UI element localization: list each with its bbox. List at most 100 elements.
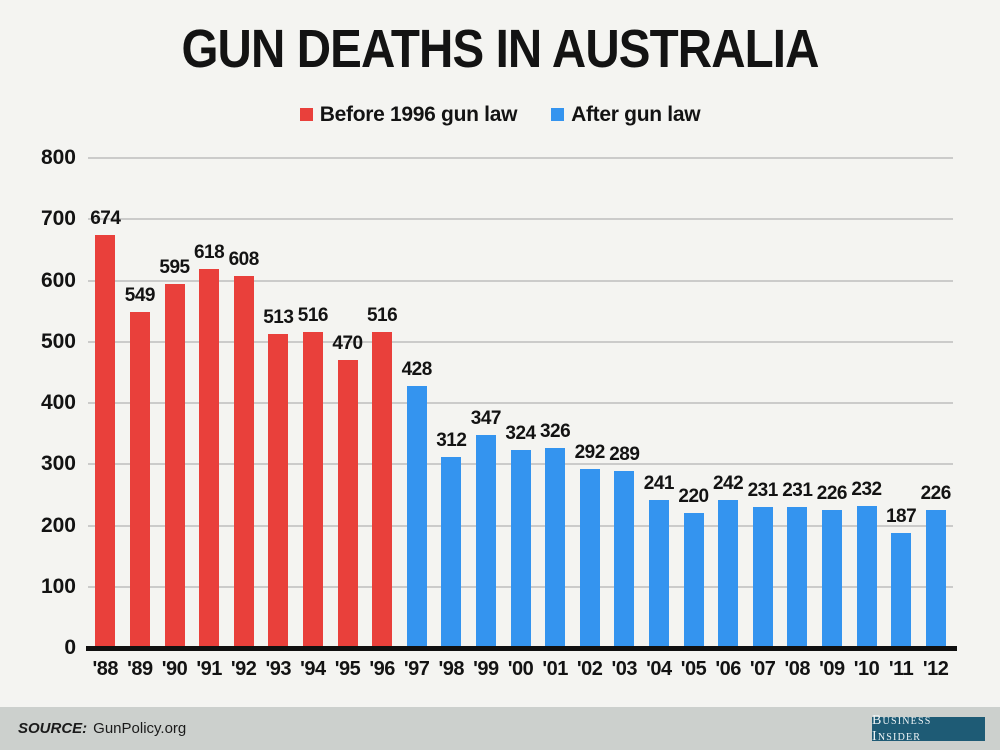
legend-item-after: After gun law — [551, 103, 701, 127]
bar-value-label: 516 — [366, 304, 398, 326]
gridline — [88, 402, 953, 404]
bar-value-label: 289 — [609, 443, 640, 465]
bar-value-label: 324 — [505, 422, 536, 444]
chart-title: GUN DEATHS IN AUSTRALIA — [181, 19, 819, 79]
bar — [891, 533, 912, 648]
legend-swatch-0 — [299, 107, 313, 121]
x-tick-label: '04 — [646, 658, 672, 680]
bar — [302, 331, 323, 648]
legend-item-before: Before 1996 gun law — [299, 103, 518, 127]
legend-label-before: Before 1996 gun law — [319, 103, 518, 126]
x-tick-label: '89 — [127, 658, 153, 680]
y-tick-label: 700 — [40, 207, 76, 231]
bar — [648, 500, 669, 648]
x-tick-label: '90 — [161, 658, 188, 680]
x-axis-baseline — [86, 646, 957, 651]
x-tick-label: '95 — [334, 658, 361, 680]
bar-value-label: 226 — [816, 482, 848, 504]
x-tick-label: '05 — [680, 658, 707, 680]
legend-swatch-1 — [551, 107, 565, 121]
bar-value-label: 428 — [401, 358, 433, 380]
bar-value-label: 326 — [539, 421, 571, 443]
x-tick-label: '07 — [749, 658, 776, 680]
bar-value-label: 618 — [193, 242, 225, 264]
legend-label-after: After gun law — [571, 103, 701, 126]
bar-value-label: 674 — [90, 208, 121, 230]
y-tick-label: 200 — [40, 513, 76, 537]
gridline — [88, 157, 953, 159]
y-tick-label: 100 — [40, 574, 76, 598]
x-tick-label: '03 — [611, 658, 638, 680]
x-tick-label: '11 — [888, 658, 914, 680]
bar — [752, 506, 773, 648]
x-tick-label: '10 — [853, 658, 880, 680]
y-tick-label: 800 — [40, 146, 76, 169]
gridline — [88, 279, 953, 282]
x-tick-label: '93 — [265, 658, 292, 680]
bar — [372, 331, 393, 648]
y-tick-label: 300 — [40, 452, 76, 476]
bar — [787, 506, 808, 648]
bar — [856, 505, 877, 648]
bar-value-label: 608 — [228, 248, 260, 270]
x-tick-label: '06 — [715, 658, 741, 680]
bar — [337, 360, 358, 648]
source-line: SOURCE: GunPolicy.org — [18, 707, 186, 750]
source-label: SOURCE: — [18, 720, 88, 737]
x-tick-label: '12 — [922, 658, 949, 680]
bar-value-label: 312 — [436, 429, 467, 451]
x-tick-label: '92 — [230, 658, 257, 680]
x-tick-label: '97 — [403, 658, 430, 680]
x-tick-label: '08 — [784, 658, 811, 680]
y-tick-label: 400 — [40, 391, 76, 414]
bar-value-label: 470 — [332, 333, 363, 355]
source-value: GunPolicy.org — [93, 720, 187, 737]
bar — [510, 449, 531, 648]
bar — [129, 311, 150, 648]
bar — [718, 499, 739, 648]
bar — [821, 509, 842, 648]
bar-value-label: 231 — [747, 479, 779, 501]
bar — [441, 456, 462, 648]
bar — [406, 385, 427, 648]
bar-value-label: 241 — [643, 473, 675, 495]
bar — [545, 448, 566, 648]
footer-bar: SOURCE: GunPolicy.org Business Insider — [0, 707, 1000, 750]
bar — [683, 513, 704, 648]
x-tick-label: '01 — [542, 658, 568, 680]
bar — [233, 275, 254, 648]
x-tick-label: '09 — [819, 658, 845, 680]
x-tick-label: '02 — [576, 658, 603, 680]
bar-value-label: 232 — [851, 478, 882, 500]
x-tick-label: '98 — [438, 658, 465, 680]
bar-value-label: 347 — [470, 408, 502, 430]
x-tick-label: '88 — [92, 658, 119, 680]
gridline — [88, 218, 953, 221]
gridline — [88, 340, 953, 343]
legend: Before 1996 gun law After gun law — [0, 103, 1000, 127]
y-tick-label: 600 — [40, 268, 76, 292]
bar — [579, 469, 600, 648]
bar — [164, 283, 185, 648]
bar — [475, 435, 496, 648]
x-tick-label: '99 — [473, 658, 499, 680]
business-insider-logo: Business Insider — [872, 713, 985, 744]
bar-value-label: 292 — [574, 442, 606, 464]
bar-value-label: 242 — [712, 472, 744, 494]
bar-value-label: 231 — [782, 479, 813, 501]
y-tick-label: 0 — [64, 636, 76, 659]
bar-value-label: 516 — [297, 304, 329, 326]
bar — [199, 269, 220, 648]
bar-value-label: 595 — [159, 256, 190, 278]
bar — [925, 509, 946, 648]
bar — [95, 235, 116, 648]
bar-value-label: 549 — [124, 284, 156, 306]
x-tick-label: '91 — [196, 658, 222, 680]
bar — [268, 333, 289, 648]
x-tick-label: '96 — [369, 658, 395, 680]
bar-value-label: 513 — [263, 306, 294, 328]
x-tick-label: '94 — [300, 658, 326, 680]
bar — [614, 470, 635, 648]
